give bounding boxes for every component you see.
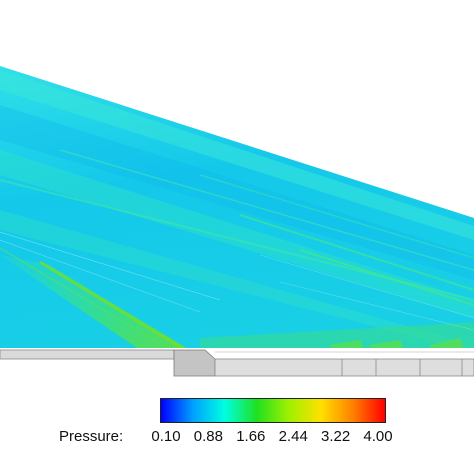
wall-geometry bbox=[0, 348, 474, 378]
flow-domain bbox=[0, 66, 474, 350]
flow-features bbox=[0, 70, 474, 350]
